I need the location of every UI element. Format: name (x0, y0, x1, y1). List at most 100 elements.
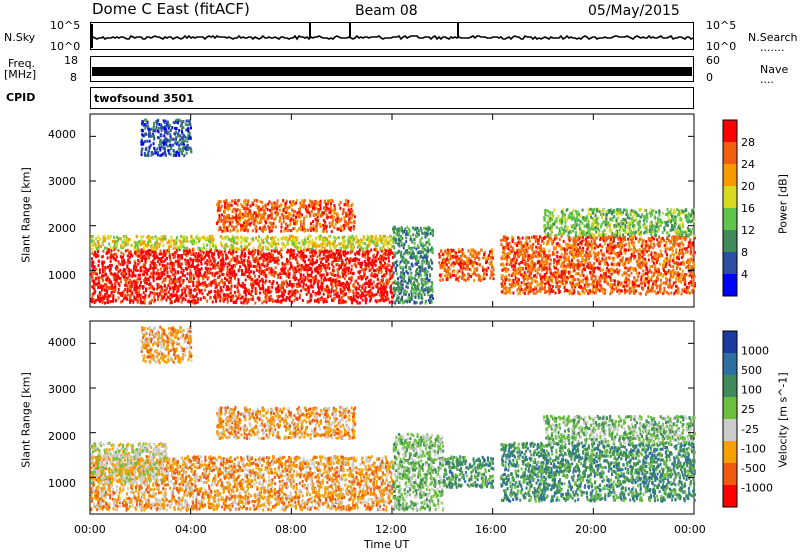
power-heatmap-cell (259, 252, 262, 256)
power-heatmap-cell (364, 299, 367, 303)
power-heatmap-cell (219, 259, 222, 263)
power-heatmap-cell (466, 267, 469, 271)
power-heatmap-cell (299, 273, 302, 277)
power-heatmap-cell (367, 239, 370, 243)
power-heatmap-cell (356, 282, 359, 286)
power-heatmap-cell (136, 277, 139, 281)
power-heatmap-cell (179, 276, 182, 279)
power-heatmap-cell (365, 291, 368, 295)
power-heatmap-cell (312, 242, 315, 246)
power-heatmap-cell (262, 280, 265, 284)
power-heatmap-cell (214, 246, 217, 250)
power-heatmap-cell (335, 237, 338, 241)
power-heatmap-cell (407, 244, 410, 248)
power-heatmap-cell (145, 268, 148, 272)
power-heatmap-cell (388, 300, 391, 304)
power-heatmap-cell (186, 239, 189, 243)
power-heatmap-cell (409, 238, 412, 242)
power-heatmap-cell (361, 286, 364, 290)
power-heatmap-cell (127, 275, 130, 279)
power-heatmap-cell (390, 284, 392, 288)
power-heatmap-cell (334, 278, 337, 282)
power-heatmap-cell (319, 285, 322, 289)
power-heatmap-cell (370, 286, 373, 290)
power-heatmap-cell (208, 234, 211, 238)
power-heatmap-cell (349, 271, 352, 275)
power-heatmap-cell (158, 274, 161, 278)
power-heatmap-cell (163, 292, 166, 296)
power-heatmap-cell (337, 271, 339, 275)
power-heatmap-cell (338, 297, 341, 300)
power-heatmap-cell (321, 285, 324, 289)
power-heatmap-cell (240, 241, 243, 244)
power-heatmap-cell (296, 253, 299, 257)
power-heatmap-cell (135, 247, 138, 251)
power-heatmap-cell (312, 220, 314, 224)
power-heatmap-cell (137, 254, 140, 258)
power-heatmap-cell (125, 272, 128, 276)
power-ytick-3000: 3000 (48, 175, 76, 188)
power-heatmap-cell (343, 270, 346, 274)
power-heatmap-cell (316, 259, 318, 263)
power-heatmap-cell (268, 256, 271, 260)
power-heatmap-cell (409, 280, 412, 283)
power-heatmap-cell (411, 284, 413, 287)
power-heatmap-cell (323, 211, 325, 215)
power-heatmap-cell (255, 229, 258, 233)
power-heatmap-cell (274, 287, 277, 291)
power-heatmap-cell (362, 283, 364, 287)
power-heatmap-cell (299, 201, 302, 205)
power-heatmap-cell (304, 238, 307, 242)
power-heatmap-cell (206, 293, 209, 296)
power-heatmap-cell (388, 259, 390, 263)
power-heatmap-cell (342, 253, 345, 256)
power-heatmap-cell (306, 268, 309, 272)
power-heatmap-cell (281, 298, 284, 302)
power-heatmap-cell (458, 248, 461, 252)
power-heatmap-cell (235, 216, 238, 220)
power-heatmap-cell (345, 214, 348, 218)
power-heatmap-cell (283, 298, 286, 302)
power-heatmap-cell (250, 293, 253, 297)
power-heatmap-cell (222, 295, 225, 299)
power-heatmap-cell (107, 250, 110, 254)
power-heatmap-cell (306, 210, 309, 214)
power-heatmap-cell (147, 295, 150, 299)
power-heatmap-cell (387, 251, 390, 255)
power-heatmap-cell (234, 256, 236, 260)
power-heatmap-cell (345, 252, 348, 255)
power-heatmap-cell (361, 268, 364, 272)
power-heatmap-cell (263, 258, 266, 262)
power-heatmap-cell (309, 247, 312, 251)
power-heatmap-cell (155, 255, 158, 259)
power-heatmap-cell (153, 243, 156, 246)
power-heatmap-cell (218, 203, 220, 207)
power-heatmap-cell (303, 246, 306, 250)
power-heatmap-cell (227, 250, 230, 254)
power-heatmap-cell (389, 242, 392, 246)
power-heatmap-cell (340, 263, 343, 267)
power-heatmap-cell (472, 260, 475, 264)
power-heatmap-cell (261, 216, 264, 220)
power-heatmap-cell (227, 256, 230, 260)
power-heatmap-cell (172, 246, 175, 250)
power-heatmap-cell (217, 270, 220, 274)
power-heatmap-cell (347, 239, 350, 242)
power-heatmap-cell (224, 293, 227, 297)
power-heatmap-cell (114, 246, 117, 250)
power-heatmap-cell (135, 284, 138, 288)
power-heatmap-cell (98, 291, 101, 295)
power-heatmap-cell (250, 264, 253, 268)
power-heatmap-cell (298, 210, 301, 214)
power-heatmap-cell (366, 234, 369, 238)
power-heatmap-cell (226, 265, 229, 269)
power-heatmap-cell (189, 240, 192, 244)
power-heatmap-cell (93, 281, 95, 285)
power-heatmap-cell (352, 259, 355, 262)
power-heatmap-cell (393, 293, 396, 297)
power-heatmap-cell (214, 262, 217, 266)
power-heatmap-cell (299, 228, 302, 232)
power-heatmap-cell (105, 291, 108, 295)
power-heatmap-cell (217, 289, 220, 293)
power-heatmap-cell (451, 255, 454, 258)
